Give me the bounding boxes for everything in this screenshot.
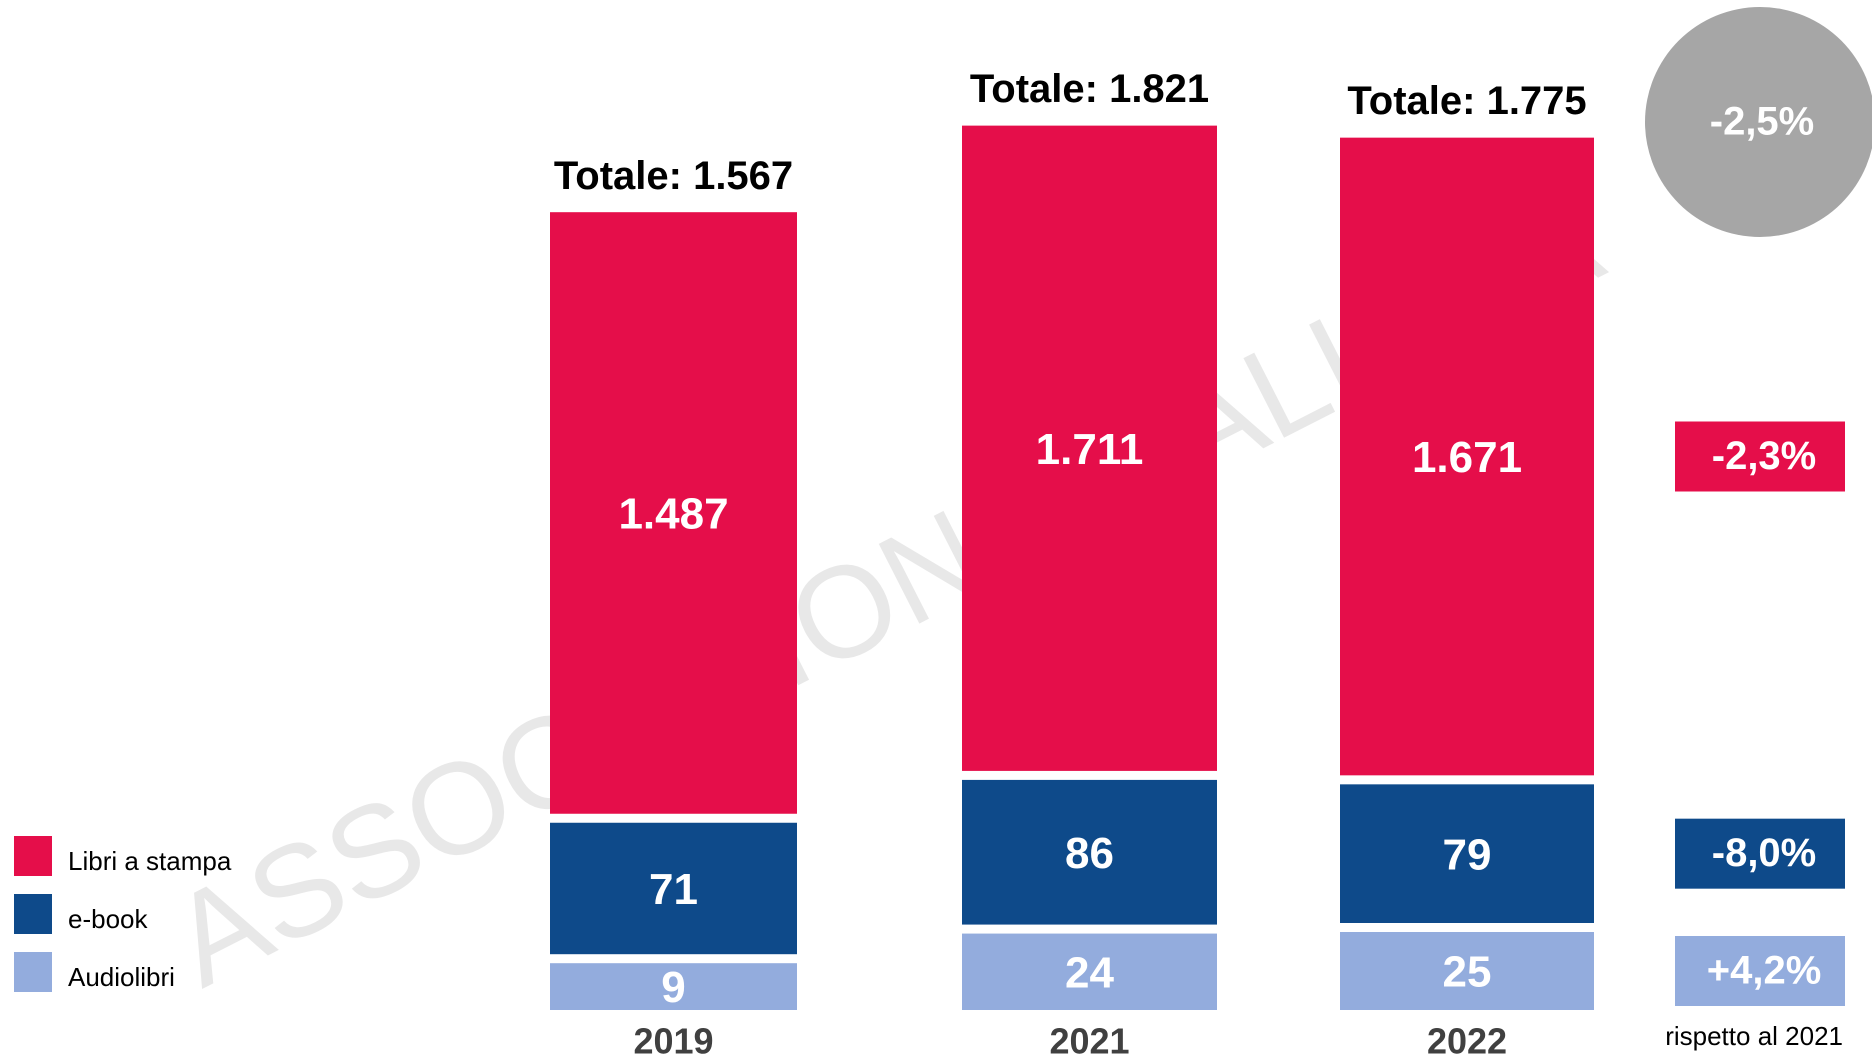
bar-segment — [962, 779, 1217, 925]
bar-segment — [1340, 137, 1594, 776]
bar-segment — [550, 963, 797, 1010]
total-change-label: -2,5% — [1710, 100, 1815, 144]
total-change-badge — [1645, 7, 1872, 237]
bar-segment — [550, 212, 797, 814]
total-label: Totale: 1.821 — [970, 67, 1209, 111]
change-badge — [1675, 818, 1845, 889]
total-label: Totale: 1.567 — [554, 154, 793, 198]
legend-swatch — [14, 952, 52, 992]
bar-segment — [962, 933, 1217, 1010]
bar-segment — [962, 125, 1217, 771]
value-label: 9 — [661, 963, 685, 1012]
legend-label: Libri a stampa — [68, 846, 232, 876]
legend-swatch — [14, 894, 52, 934]
bar-segment — [1340, 932, 1594, 1010]
change-note: rispetto al 2021 — [1665, 1021, 1843, 1051]
x-tick-label: 2021 — [1049, 1021, 1129, 1061]
bar-segment — [550, 822, 797, 955]
legend-label: Audiolibri — [68, 962, 175, 992]
value-label: 86 — [1065, 829, 1114, 878]
value-label: 79 — [1443, 830, 1492, 879]
value-label: 24 — [1065, 948, 1114, 997]
value-label: 1.711 — [1036, 425, 1144, 474]
change-badge — [1675, 936, 1845, 1006]
bar-segment — [1340, 784, 1594, 923]
change-label: -2,3% — [1712, 434, 1817, 478]
change-label: +4,2% — [1707, 949, 1822, 993]
x-tick-label: 2022 — [1427, 1021, 1507, 1061]
value-label: 1.487 — [618, 490, 728, 539]
value-label: 71 — [649, 865, 698, 914]
legend-swatch — [14, 836, 52, 876]
total-label: Totale: 1.775 — [1347, 79, 1586, 123]
change-label: -8,0% — [1712, 831, 1817, 875]
value-label: 1.671 — [1412, 433, 1522, 482]
x-tick-label: 2019 — [633, 1021, 713, 1061]
change-badge — [1675, 421, 1845, 492]
value-label: 25 — [1443, 948, 1492, 997]
legend-label: e-book — [68, 904, 148, 934]
